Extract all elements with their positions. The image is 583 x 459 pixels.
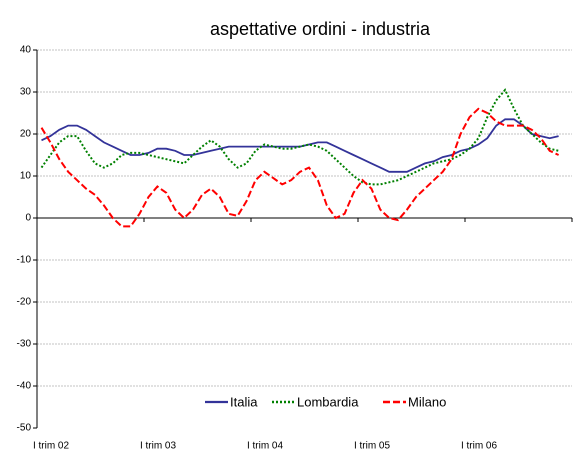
legend-label: Milano — [408, 394, 446, 409]
legend-label: Italia — [230, 394, 258, 409]
series-line — [40, 88, 559, 186]
chart-title: aspettative ordini - industria — [210, 19, 431, 39]
legend: Italia Lombardia Milano — [200, 389, 466, 415]
series-line — [40, 107, 560, 228]
y-tick-label: -40 — [17, 381, 32, 392]
y-tick-label: 40 — [20, 45, 32, 56]
x-tick-label: I trim 02 — [33, 441, 70, 452]
x-tick-label: I trim 05 — [354, 441, 391, 452]
x-tick-label: I trim 03 — [140, 441, 177, 452]
series-line — [41, 118, 559, 173]
y-tick-label: 0 — [25, 213, 31, 224]
y-tick-label: -30 — [17, 339, 32, 350]
y-tick-label: 30 — [20, 87, 32, 98]
legend-label: Lombardia — [297, 394, 359, 409]
legend-box — [200, 389, 466, 415]
x-tick-label: I trim 04 — [247, 441, 284, 452]
y-tick-label: -20 — [17, 297, 32, 308]
y-tick-label: -50 — [17, 423, 32, 434]
x-tick-label: I trim 06 — [461, 441, 498, 452]
y-tick-label: -10 — [17, 255, 32, 266]
y-tick-label: 20 — [20, 129, 32, 140]
y-tick-label: 10 — [20, 171, 32, 182]
